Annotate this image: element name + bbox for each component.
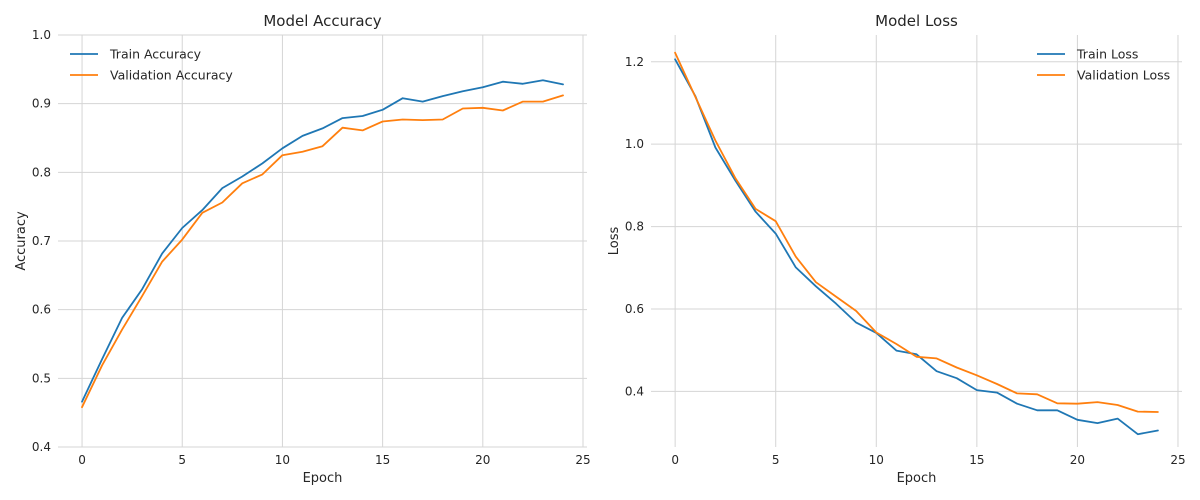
x-tick-label: 0 bbox=[78, 453, 86, 467]
x-tick-label: 25 bbox=[575, 453, 590, 467]
x-tick-label: 10 bbox=[869, 453, 884, 467]
chart-title: Model Loss bbox=[875, 12, 958, 30]
y-tick-label: 0.7 bbox=[32, 234, 51, 248]
legend-entry: Validation Accuracy bbox=[110, 68, 233, 83]
x-tick-label: 5 bbox=[178, 453, 186, 467]
x-tick-label: 20 bbox=[475, 453, 490, 467]
series-line-train bbox=[674, 58, 1159, 436]
y-tick-label: 1.0 bbox=[32, 28, 51, 42]
y-tick-label: 0.4 bbox=[32, 440, 51, 454]
series-line-train bbox=[81, 79, 564, 403]
x-tick-label: 25 bbox=[1170, 453, 1185, 467]
legend-entry: Train Loss bbox=[1076, 47, 1138, 62]
y-tick-label: 0.6 bbox=[32, 303, 51, 317]
y-tick-label: 1.0 bbox=[625, 137, 644, 151]
y-tick-label: 0.8 bbox=[625, 220, 644, 234]
x-axis-label: Epoch bbox=[303, 471, 343, 486]
accuracy-panel: 0 5 10 15 20 25 0.4 0.5 0.6 0.7 0.8 0.9 1.0 Model Acc… bbox=[14, 12, 591, 486]
y-tick-label: 0.4 bbox=[625, 384, 644, 398]
y-tick-label: 0.9 bbox=[32, 97, 51, 111]
y-tick-label: 1.2 bbox=[625, 55, 644, 69]
x-tick-label: 20 bbox=[1070, 453, 1085, 467]
legend-entry: Train Accuracy bbox=[109, 47, 202, 62]
x-tick-label: 15 bbox=[375, 453, 390, 467]
x-axis-label: Epoch bbox=[897, 471, 937, 486]
x-tick-label: 0 bbox=[671, 453, 679, 467]
y-tick-label: 0.8 bbox=[32, 165, 51, 179]
series-line-validation bbox=[674, 51, 1159, 413]
x-tick-label: 15 bbox=[969, 453, 984, 467]
x-tick-label: 10 bbox=[275, 453, 290, 467]
x-tick-label: 5 bbox=[772, 453, 780, 467]
series-line-validation bbox=[81, 94, 564, 409]
y-axis-label: Accuracy bbox=[14, 211, 29, 271]
chart-title: Model Accuracy bbox=[263, 12, 381, 30]
y-tick-label: 0.6 bbox=[625, 302, 644, 316]
y-tick-label: 0.5 bbox=[32, 371, 51, 385]
legend-entry: Validation Loss bbox=[1077, 68, 1170, 83]
y-axis-label: Loss bbox=[607, 227, 622, 256]
loss-panel: 0 5 10 15 20 25 0.4 0.6 0.8 1.0 1.2 Model Loss Epoch… bbox=[607, 12, 1186, 486]
